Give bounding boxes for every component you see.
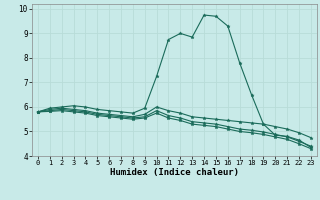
X-axis label: Humidex (Indice chaleur): Humidex (Indice chaleur): [110, 168, 239, 177]
